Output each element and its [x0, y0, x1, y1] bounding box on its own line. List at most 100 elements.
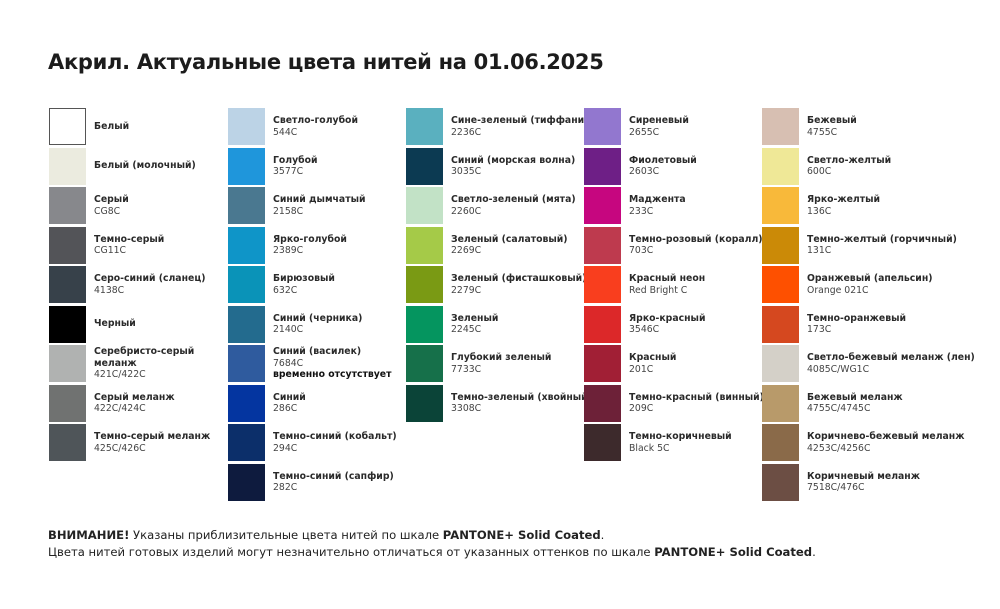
- color-label: Зеленый 2245C: [451, 306, 498, 343]
- color-label: Черный: [94, 306, 136, 343]
- pantone-code: 2158C: [273, 205, 304, 217]
- notice-line-1: ВНИМАНИЕ! Указаны приблизительные цвета …: [48, 527, 816, 544]
- color-label: Глубокий зеленый 7733C: [451, 345, 551, 382]
- color-swatch: [762, 147, 799, 185]
- pantone-code: 2269C: [451, 245, 482, 256]
- color-name: Темно-синий (сапфир): [273, 470, 394, 482]
- color-name: Голубой: [273, 154, 318, 166]
- pantone-code: Black 5C: [629, 442, 670, 454]
- color-swatch: [584, 108, 621, 145]
- color-label: Ярко-красный 3546C: [629, 306, 705, 343]
- color-swatch: [228, 226, 265, 264]
- color-label: Темно-серый CG11C: [94, 227, 164, 264]
- pantone-code: 3546C: [629, 324, 660, 335]
- color-swatch: [49, 266, 86, 303]
- pantone-code: 233C: [629, 205, 654, 217]
- pantone-code: 173C: [807, 324, 832, 335]
- pantone-code: 3577C: [273, 166, 304, 177]
- color-swatch: [49, 384, 86, 422]
- color-swatch: [228, 305, 265, 343]
- color-label: Темно-желтый (горчичный) 131C: [807, 227, 957, 264]
- color-label: Светло-бежевый меланж (лен) 4085C/WG1C: [807, 345, 975, 382]
- color-name: Красный неон: [629, 273, 706, 284]
- color-swatch: [584, 187, 621, 224]
- color-label: Белый: [94, 108, 129, 145]
- pantone-code: 136C: [807, 205, 832, 217]
- pantone-code: 2260C: [451, 205, 482, 217]
- pantone-code: 201C: [629, 363, 654, 375]
- pantone-code: 4755C: [807, 126, 838, 138]
- color-name: Синий дымчатый: [273, 194, 366, 205]
- color-name: Белый (молочный): [94, 160, 196, 172]
- color-swatch: [406, 266, 443, 303]
- color-label: Красный неон Red Bright C: [629, 266, 705, 303]
- pantone-code: 4253C/4256C: [807, 442, 871, 454]
- pantone-code: 2245C: [451, 324, 482, 335]
- color-name: Ярко-желтый: [807, 194, 881, 205]
- color-name: Темно-оранжевый: [807, 312, 907, 324]
- color-label: Темно-красный (винный) 209C: [629, 385, 764, 422]
- color-swatch: [762, 108, 799, 145]
- pantone-label: PANTONE+ Solid Coated: [654, 545, 813, 559]
- color-label: Маджента 233C: [629, 187, 686, 224]
- color-name: Оранжевый (апельсин): [807, 273, 933, 284]
- color-swatch: [584, 226, 621, 264]
- color-name: Темно-серый меланж: [94, 431, 211, 442]
- notice-end-1: .: [600, 528, 605, 542]
- color-label: Серо-синий (сланец) 4138C: [94, 266, 205, 303]
- color-name: Зеленый: [451, 312, 499, 324]
- pantone-code: 7684C: [273, 357, 304, 369]
- color-swatch: [49, 305, 86, 343]
- color-swatch: [228, 108, 265, 145]
- color-name: Серо-синий (сланец): [94, 273, 206, 284]
- pantone-code: 3308C: [451, 403, 482, 414]
- color-name: Светло-желтый: [807, 154, 892, 166]
- color-swatch: [228, 463, 265, 501]
- pantone-code: 600C: [807, 166, 832, 177]
- color-label: Ярко-желтый 136C: [807, 187, 880, 224]
- color-swatch: [406, 384, 443, 422]
- color-name: Темно-коричневый: [629, 431, 732, 442]
- color-name: Красный: [629, 352, 677, 363]
- color-name: Маджента: [629, 194, 686, 205]
- color-swatch: [584, 266, 621, 303]
- notice-line-2: Цвета нитей готовых изделий могут незнач…: [48, 544, 816, 561]
- notice-text-2: Цвета нитей готовых изделий могут незнач…: [48, 545, 655, 559]
- color-swatch: [762, 187, 799, 224]
- pantone-code: 2655C: [629, 126, 660, 138]
- color-name: Бежевый: [807, 115, 857, 126]
- color-label: Темно-коричневый Black 5C: [629, 424, 732, 461]
- pantone-code: 4085C/WG1C: [807, 363, 870, 375]
- color-label: Ярко-голубой 2389C: [273, 227, 347, 264]
- color-swatch: [584, 384, 621, 422]
- pantone-code: 4138C: [94, 284, 125, 296]
- pantone-code: 131C: [807, 245, 832, 256]
- color-name: Коричневый меланж: [807, 470, 920, 482]
- color-label: Сине-зеленый (тиффани) 2236C: [451, 108, 588, 145]
- notice: ВНИМАНИЕ! Указаны приблизительные цвета …: [48, 527, 816, 561]
- color-label: Красный 201C: [629, 345, 676, 382]
- color-label: Голубой 3577C: [273, 148, 318, 185]
- color-name: Ярко-красный: [629, 312, 706, 324]
- color-swatch: [228, 187, 265, 224]
- pantone-code: 209C: [629, 403, 654, 414]
- color-label: Бежевый меланж 4755C/4745C: [807, 385, 903, 422]
- pantone-code: 7733C: [451, 363, 482, 375]
- pantone-code: 2279C: [451, 284, 482, 296]
- pantone-code: 3035C: [451, 166, 482, 177]
- color-name: Светло-голубой: [273, 115, 358, 126]
- color-swatch: [406, 305, 443, 343]
- pantone-code: CG11C: [94, 245, 127, 256]
- page-title: Акрил. Актуальные цвета нитей на 01.06.2…: [48, 50, 604, 74]
- pantone-code: 282C: [273, 482, 298, 493]
- pantone-code: 2140C: [273, 324, 304, 335]
- color-swatch: [584, 147, 621, 185]
- color-label: Темно-синий (кобальт) 294C: [273, 424, 397, 461]
- availability-note: временно отсутствует: [273, 369, 392, 381]
- color-name: Темно-желтый (горчичный): [807, 233, 957, 245]
- color-swatch: [49, 187, 86, 224]
- warning-label: ВНИМАНИЕ!: [48, 528, 130, 542]
- color-swatch: [49, 147, 86, 185]
- pantone-code: 425C/426C: [94, 442, 146, 454]
- color-name: Темно-серый: [94, 233, 165, 245]
